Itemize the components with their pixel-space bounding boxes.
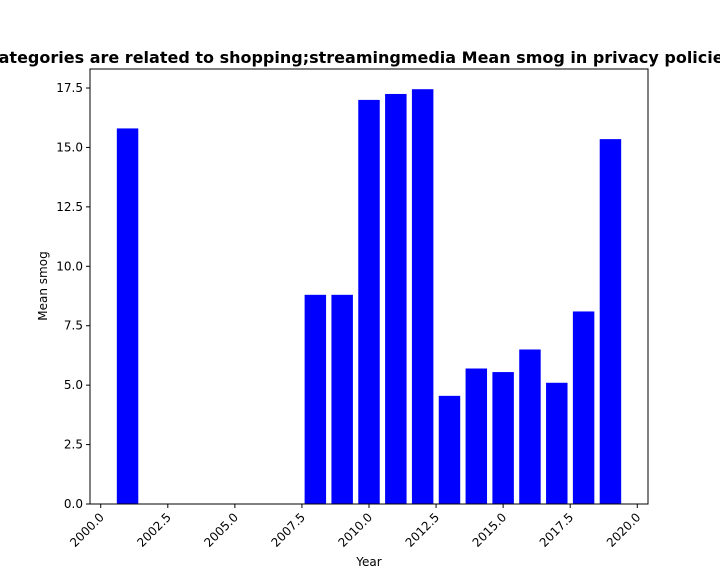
chart-title: Categories are related to shopping;strea… — [0, 48, 720, 67]
bar-2017 — [546, 382, 568, 504]
x-axis-ticks: 2000.0 2002.5 2005.0 2007.5 2010.0 2012.5 2015… — [67, 504, 643, 550]
bar-2001 — [116, 128, 139, 505]
bar-2009 — [331, 294, 353, 504]
y-tick-label: 0.0 — [64, 497, 83, 511]
bar-2008 — [304, 294, 327, 504]
bar-2019 — [599, 139, 622, 504]
plot-frame — [89, 68, 649, 505]
bar-2015 — [492, 372, 514, 504]
x-tick-label: 2015.0 — [470, 510, 510, 550]
y-tick-label: 2.5 — [64, 438, 83, 452]
x-tick-label: 2007.5 — [268, 510, 308, 550]
y-tick-label: 12.5 — [56, 200, 83, 214]
x-tick-label: 2005.0 — [201, 510, 241, 550]
y-tick-label: 15.0 — [56, 140, 83, 154]
y-tick-label: 7.5 — [64, 319, 83, 333]
x-tick-label: 2017.5 — [537, 510, 577, 550]
y-axis-ticks: 0.0 2.5 5.0 7.5 10.0 12.5 15.0 17.5 — [56, 81, 90, 511]
bar-2018 — [572, 311, 595, 504]
bars-group — [116, 89, 622, 505]
x-tick-label: 2010.0 — [336, 510, 376, 550]
bar-2012 — [411, 89, 434, 504]
x-tick-label: 2002.5 — [134, 510, 174, 550]
bar-2016 — [519, 349, 541, 504]
y-tick-label: 5.0 — [64, 378, 83, 392]
bar-2013 — [438, 395, 461, 504]
y-axis-label: Mean smog — [36, 251, 50, 320]
bar-2010 — [358, 99, 380, 504]
x-tick-label: 2012.5 — [403, 510, 443, 550]
bar-2011 — [385, 93, 407, 504]
y-tick-label: 17.5 — [56, 81, 83, 95]
bar-2014 — [465, 368, 488, 504]
x-axis-label: Year — [355, 555, 381, 569]
x-tick-label: 2020.0 — [604, 510, 644, 550]
y-tick-label: 10.0 — [56, 259, 83, 273]
x-tick-label: 2000.0 — [67, 510, 107, 550]
